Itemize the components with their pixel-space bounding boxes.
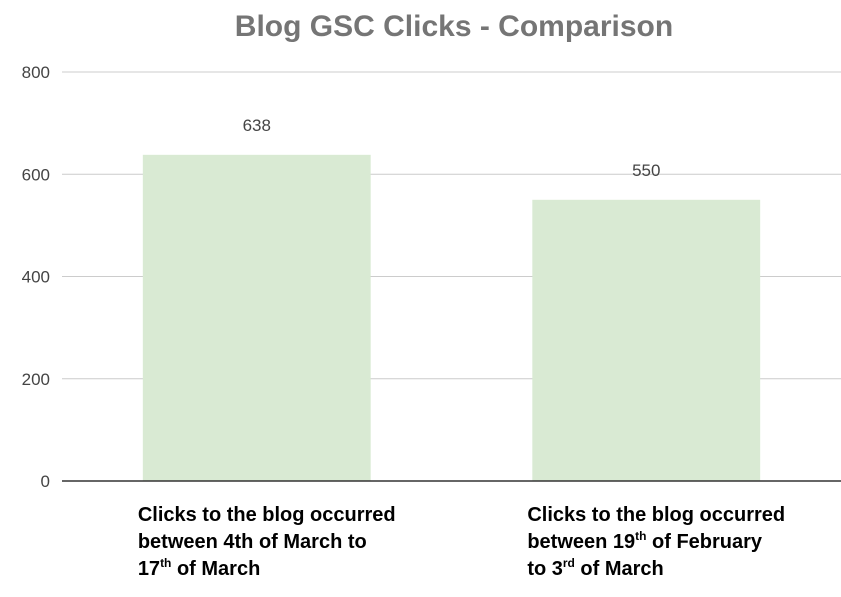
- data-label-1: 638: [243, 116, 271, 135]
- label-text: to 3: [527, 558, 563, 580]
- bar-1: [142, 154, 371, 481]
- y-tick-label: 0: [41, 472, 50, 491]
- label-text: of February: [646, 531, 763, 553]
- data-labels: 638 550: [243, 116, 661, 180]
- data-label-2: 550: [632, 161, 660, 180]
- label-text: of March: [171, 558, 261, 580]
- label-text: between 4th of March to: [137, 531, 367, 553]
- label-text: Clicks to the blog occurred: [527, 504, 786, 526]
- chart-title: Blog GSC Clicks - Comparison: [235, 10, 673, 43]
- superscript-text: th: [635, 529, 647, 543]
- category-label-line: Clicks to the blog occurred: [138, 502, 396, 529]
- y-axis-ticks: 0 200 400 600 800: [22, 63, 50, 491]
- category-label-line: between 4th of March to: [138, 529, 396, 556]
- category-label-line: Clicks to the blog occurred: [527, 502, 785, 529]
- category-label-1: Clicks to the blog occurred between 4th o…: [138, 502, 396, 583]
- y-tick-label: 800: [22, 63, 50, 82]
- category-label-line: between 19th of February: [527, 529, 785, 556]
- label-text: of March: [574, 558, 664, 580]
- category-label-line: to 3rd of March: [527, 556, 785, 583]
- category-label-2: Clicks to the blog occurred between 19th …: [527, 502, 785, 583]
- y-tick-label: 200: [22, 370, 50, 389]
- label-text: Clicks to the blog occurred: [137, 504, 396, 526]
- bars: [142, 154, 761, 481]
- bar-2: [532, 199, 761, 481]
- y-tick-label: 400: [22, 268, 50, 287]
- label-text: 17: [137, 558, 161, 580]
- y-tick-label: 600: [22, 165, 50, 184]
- category-label-line: 17th of March: [138, 556, 396, 583]
- superscript-text: th: [160, 556, 172, 570]
- label-text: between 19: [527, 531, 636, 553]
- superscript-text: rd: [562, 556, 575, 570]
